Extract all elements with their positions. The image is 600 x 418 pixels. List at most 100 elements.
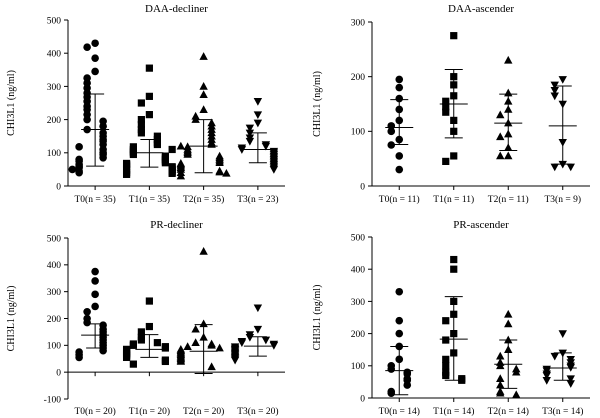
data-point [145,297,153,305]
data-point [550,81,559,90]
data-point [558,160,567,169]
data-point [269,166,279,174]
data-point [395,287,404,296]
data-point [504,319,513,328]
data-point [122,162,131,170]
category-label: T3(n = 9) [545,194,582,205]
data-point [395,329,404,338]
data-point [153,140,161,149]
data-point [199,82,208,90]
data-point [129,341,137,349]
data-point [442,317,450,325]
data-point [99,346,107,355]
data-point [504,309,513,318]
data-point [161,344,169,352]
data-point [168,145,176,154]
data-point [176,171,186,180]
category-label: T3(n = 20) [237,406,278,417]
data-point [253,119,263,128]
category-label: T2(n = 35) [183,194,224,205]
data-point [176,357,186,365]
category-label: T2(n = 14) [488,406,529,417]
data-point [496,380,505,389]
data-point [550,87,559,95]
y-tick-label: 0 [56,369,61,379]
data-point [199,90,208,98]
data-point [122,353,131,362]
y-tick-label: 500 [47,234,62,244]
category-label: T0(n = 14) [379,406,420,417]
chart-title: DAA-decliner [145,3,208,15]
data-point [550,92,559,101]
data-point [387,127,396,136]
data-point [496,132,505,141]
y-tick-label: 300 [47,83,62,93]
y-tick-label: 300 [47,288,62,298]
y-tick-label: 100 [351,128,366,138]
data-point [442,97,450,105]
data-point [253,304,263,313]
y-tick-label: 200 [351,330,366,340]
y-tick-label: 400 [351,266,366,276]
data-point [442,336,450,344]
data-point [253,325,263,334]
y-tick-label: 0 [360,182,365,192]
data-point [496,351,505,360]
data-point [91,54,99,62]
y-tick-label: 300 [351,18,366,28]
data-point [395,83,404,92]
data-point [253,98,263,106]
data-point [261,336,271,345]
data-point [91,67,99,76]
y-tick-label: 300 [351,298,366,308]
data-point [145,111,153,119]
y-tick-label: 500 [351,233,366,243]
data-point [199,247,208,255]
category-label: T3(n = 14) [542,406,583,417]
data-point [191,324,200,333]
data-point [207,340,216,349]
data-point [245,124,255,133]
chart-panel: PR-decliner -100 0 100 200 300 400 500 CHI3L1 (n… [6,219,285,417]
data-point [395,316,404,325]
data-point [395,152,404,160]
y-tick-label: -100 [44,395,62,405]
data-point [237,146,247,154]
y-axis-label: CHI3L1 (ng/ml) [6,286,17,352]
y-tick-label: 100 [351,362,366,372]
y-tick-label: 0 [56,182,61,192]
y-tick-label: 200 [351,73,366,83]
y-tick-label: 200 [47,315,62,325]
data-point [237,339,247,348]
data-point [129,150,137,159]
data-point [450,152,458,160]
data-point [153,339,161,347]
data-point [168,169,176,177]
data-point [215,343,224,352]
data-point [269,342,279,350]
y-tick-label: 200 [47,116,62,126]
data-point [129,360,137,368]
category-label: T1(n = 20) [129,406,170,417]
category-label: T1(n = 14) [433,406,474,417]
data-point [83,307,91,316]
data-point [496,110,505,119]
data-point [504,151,513,160]
data-point [91,277,99,285]
data-point [442,157,450,165]
data-point [253,111,263,120]
data-point [191,338,200,346]
chart-title: PR-ascender [453,219,509,231]
data-point [512,390,521,399]
chart-panel: DAA-ascender 0 100 200 300 CHI3L1 (ng/ml) T0(n… [312,3,590,205]
data-point [199,105,208,113]
data-point [215,158,224,167]
data-point [442,371,450,380]
data-point [395,165,404,174]
data-point [442,108,450,116]
chart-title: PR-decliner [150,219,203,231]
category-label: T0(n = 35) [75,194,116,205]
data-point [75,143,83,151]
data-point [395,94,404,103]
